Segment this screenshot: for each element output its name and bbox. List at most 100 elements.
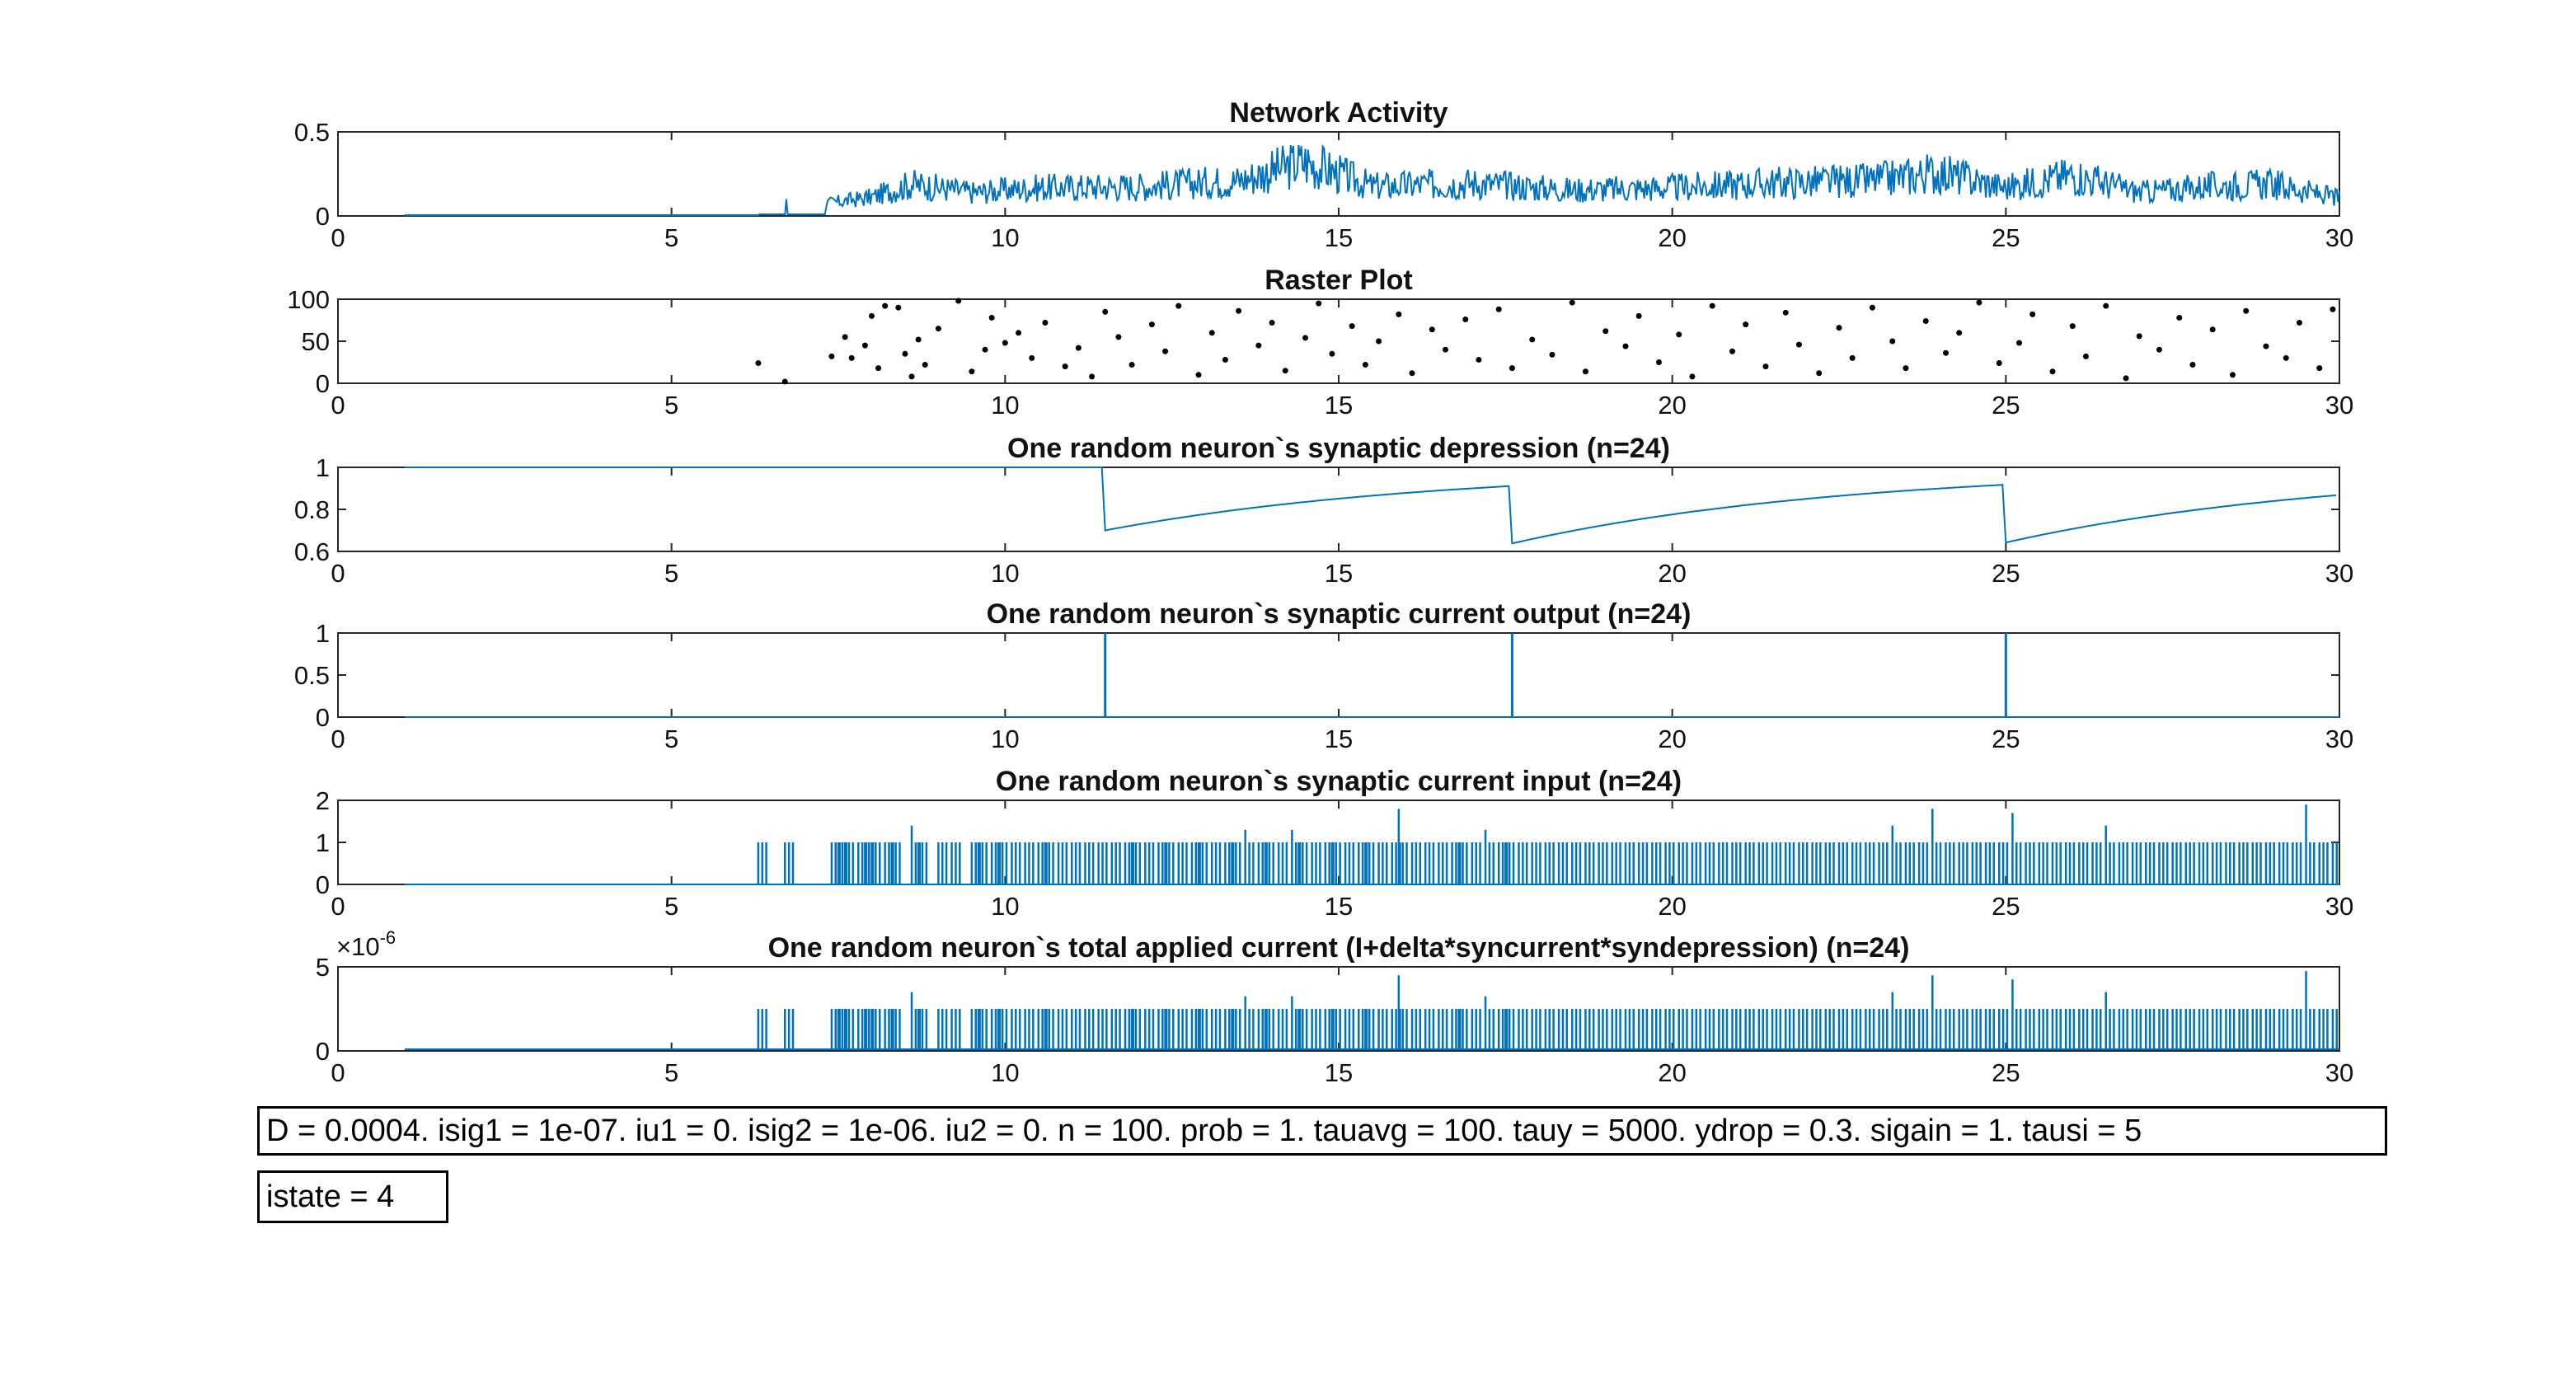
y-tick-label: 0 [316,870,330,899]
synaptic-depression-series [404,467,2337,545]
raster-spike-point [1115,334,1122,340]
x-tick-label: 0 [331,391,345,420]
raster-spike-point [1462,316,1469,322]
raster-spike-point [2049,368,2056,375]
y-tick-label: 0 [316,369,330,398]
raster-spike-point [1362,362,1368,368]
x-tick-label: 10 [991,892,1019,921]
raster-spike-point [1836,325,1842,331]
raster-spike-point [982,346,988,353]
raster-spike-point [2189,362,2196,368]
parameter-annotation-box: D = 0.0004. isig1 = 1e-07. iu1 = 0. isig… [257,1106,2387,1156]
raster-spike-point [1549,351,1555,358]
x-tick-label: 5 [664,391,678,420]
raster-spike-point [1709,302,1715,309]
raster-spike-point [2082,353,2089,359]
raster-spike-point [1222,356,1228,363]
y-tick-label: 1 [316,453,330,482]
axes-frame [337,467,2340,552]
x-tick-label: 30 [2325,391,2353,420]
panel-3: One random neuron`s synaptic depression … [294,433,2353,588]
x-tick-label: 15 [1325,391,1353,420]
raster-spike-point [902,350,908,357]
raster-spike-point [1409,370,1415,377]
raster-spike-point [1635,312,1642,319]
y-tick-label: 5 [316,953,330,982]
raster-spike-point [895,304,902,311]
raster-spike-point [1195,372,1202,378]
raster-spike-point [922,362,928,368]
raster-spike-point [868,312,875,319]
raster-spike-point [988,314,995,321]
x-tick-label: 20 [1658,892,1686,921]
x-tick-label: 0 [331,1058,345,1087]
raster-spike-point [1495,306,1502,312]
raster-spike-point [1002,340,1008,346]
axes-frame [337,298,2340,384]
raster-spike-point [1255,342,1262,349]
x-tick-label: 20 [1658,559,1686,588]
panel-2: Raster Plot 0 5 10 15 20 25 30 0 50 100 [287,265,2353,420]
raster-spike-point [1302,335,1309,341]
raster-spike-point [1922,318,1929,325]
raster-spike-point [1329,350,1335,357]
panel-title: One random neuron`s synaptic current out… [987,598,1692,630]
raster-spike-point [1102,308,1109,315]
raster-spike-point [2136,333,2142,340]
raster-spike-point [1282,368,1288,374]
raster-spike-point [2316,365,2323,372]
raster-spike-point [1175,302,1182,309]
raster-spike-point [2069,323,2076,330]
raster-spike-point [2156,346,2162,353]
y-tick-label: 0.5 [294,118,330,147]
x-tick-label: 25 [1992,1058,2020,1087]
raster-spike-point [828,353,835,359]
raster-spike-point [908,373,915,380]
x-tick-label: 25 [1992,892,2020,921]
network-activity-series [404,143,2340,216]
raster-spike-point [1529,336,1536,343]
y-tick-label: 0 [316,202,330,231]
x-tick-label: 10 [991,559,1019,588]
raster-spike-point [2283,354,2289,361]
x-tick-label: 10 [991,223,1019,252]
raster-spike-point [935,326,941,332]
y-tick-label: 0 [316,1037,330,1066]
panel-title: Raster Plot [1265,265,1413,296]
x-tick-label: 0 [331,223,345,252]
x-tick-label: 30 [2325,1058,2353,1087]
x-tick-label: 5 [664,1058,678,1087]
raster-spike-point [861,342,868,349]
x-tick-label: 10 [991,725,1019,753]
x-tick-label: 25 [1992,223,2020,252]
raster-spike-point [1795,341,1802,348]
raster-spike-point [1903,365,1909,372]
x-tick-label: 0 [331,725,345,753]
raster-spike-point [2330,306,2336,312]
panel-title: One random neuron`s synaptic depression … [1007,433,1670,464]
x-tick-label: 30 [2325,892,2353,921]
x-tick-label: 5 [664,559,678,588]
panel-title: Network Activity [1229,97,1448,129]
x-tick-label: 30 [2325,559,2353,588]
raster-spike-point [1476,356,1482,363]
parameter-annotation-text: D = 0.0004. isig1 = 1e-07. iu1 = 0. isig… [266,1114,2142,1148]
raster-spike-point [2176,314,2183,321]
raster-spike-point [1128,362,1135,368]
x-tick-label: 20 [1658,391,1686,420]
raster-spike-point [1075,345,1082,351]
panel-4: One random neuron`s synaptic current out… [294,598,2353,753]
raster-spike-point [2016,340,2023,346]
raster-spike-point [1942,349,1949,356]
y-tick-label: 100 [287,285,330,314]
raster-spike-point [842,334,848,340]
x-tick-label: 15 [1325,725,1353,753]
x-tick-label: 5 [664,892,678,921]
y-exponent-label: ×10-6 [336,927,396,961]
x-tick-label: 10 [991,391,1019,420]
x-tick-label: 5 [664,725,678,753]
x-tick-label: 15 [1325,1058,1353,1087]
raster-spike-point [1349,323,1355,330]
raster-spike-point [1569,299,1575,306]
